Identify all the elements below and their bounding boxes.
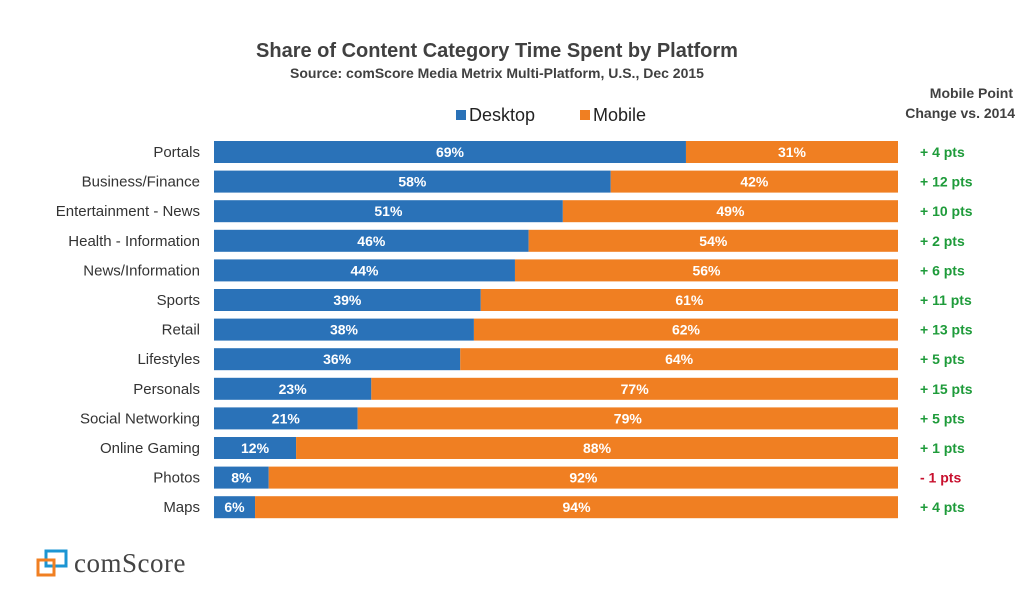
- bar-mobile: [255, 496, 899, 519]
- data-label-desktop: 69%: [436, 144, 465, 160]
- bar-desktop: [214, 200, 563, 223]
- change-label: + 12 pts: [920, 174, 973, 190]
- bar-desktop: [214, 141, 686, 163]
- change-label: + 4 pts: [920, 144, 965, 160]
- change-label: + 11 pts: [920, 292, 972, 308]
- data-label-desktop: 8%: [231, 470, 252, 486]
- data-label-mobile: 61%: [675, 292, 704, 308]
- category-label: Lifestyles: [137, 351, 200, 368]
- bar-desktop: [214, 348, 461, 371]
- data-label-mobile: 92%: [569, 470, 598, 486]
- data-label-desktop: 21%: [272, 410, 301, 426]
- data-label-desktop: 36%: [323, 351, 352, 367]
- bar-desktop: [214, 496, 256, 519]
- change-header-line2: Change vs. 2014: [905, 105, 1015, 121]
- logo-text: comScore: [74, 548, 186, 578]
- category-label: Photos: [153, 470, 200, 487]
- comscore-logo-icon: [36, 549, 68, 576]
- category-label: Maps: [163, 499, 200, 516]
- bar-desktop: [214, 466, 269, 489]
- category-label: News/Information: [83, 262, 200, 279]
- change-label: + 6 pts: [920, 262, 965, 278]
- data-label-mobile: 31%: [778, 144, 807, 160]
- bar-mobile: [460, 348, 898, 371]
- data-label-mobile: 42%: [740, 174, 769, 190]
- bar-mobile: [371, 377, 898, 400]
- legend-swatch-mobile: [580, 110, 590, 120]
- bar-desktop: [214, 289, 481, 311]
- change-label: + 15 pts: [920, 381, 973, 397]
- bar-desktop: [214, 318, 474, 341]
- data-label-desktop: 39%: [333, 292, 362, 308]
- category-label: Entertainment - News: [56, 203, 200, 220]
- change-label: + 5 pts: [920, 351, 965, 367]
- category-label: Retail: [162, 322, 200, 339]
- legend-swatch-desktop: [456, 110, 466, 120]
- data-label-mobile: 64%: [665, 351, 694, 367]
- category-label: Sports: [157, 292, 200, 309]
- change-label: - 1 pts: [920, 470, 961, 486]
- data-label-mobile: 49%: [716, 203, 745, 219]
- category-label: Portals: [153, 144, 200, 161]
- data-label-mobile: 77%: [621, 381, 650, 397]
- bar-mobile: [514, 259, 898, 282]
- bar-desktop: [214, 407, 358, 430]
- data-label-mobile: 54%: [699, 233, 728, 249]
- bar-mobile: [357, 407, 898, 430]
- category-label: Health - Information: [68, 233, 200, 250]
- category-label: Social Networking: [80, 410, 200, 427]
- bar-mobile: [296, 437, 899, 459]
- comscore-logo: comScore: [36, 548, 186, 579]
- chart-subtitle: Source: comScore Media Metrix Multi-Plat…: [290, 65, 704, 81]
- bar-desktop: [214, 229, 529, 252]
- bar-mobile: [480, 289, 898, 311]
- change-label: + 2 pts: [920, 233, 965, 249]
- change-label: + 5 pts: [920, 410, 965, 426]
- data-label-mobile: 94%: [563, 499, 592, 515]
- change-label: + 13 pts: [920, 322, 973, 338]
- data-label-desktop: 44%: [350, 262, 379, 278]
- data-label-mobile: 62%: [672, 322, 701, 338]
- data-label-desktop: 6%: [224, 499, 245, 515]
- data-label-desktop: 46%: [357, 233, 386, 249]
- data-label-mobile: 56%: [692, 262, 721, 278]
- change-label: + 1 pts: [920, 440, 965, 456]
- data-label-mobile: 88%: [583, 440, 612, 456]
- legend-label-desktop: Desktop: [469, 105, 535, 125]
- change-label: + 10 pts: [920, 203, 973, 219]
- bar-desktop: [214, 377, 372, 400]
- bar-mobile: [528, 229, 898, 252]
- data-label-desktop: 12%: [241, 440, 270, 456]
- bar-desktop: [214, 437, 297, 459]
- bar-mobile: [473, 318, 898, 341]
- data-label-mobile: 79%: [614, 410, 643, 426]
- bar-mobile: [610, 170, 898, 193]
- bar-desktop: [214, 259, 515, 282]
- category-label: Personals: [133, 381, 200, 398]
- data-label-desktop: 38%: [330, 322, 359, 338]
- category-label: Business/Finance: [82, 174, 200, 191]
- change-header-line1: Mobile Point: [930, 85, 1014, 101]
- bar-mobile: [562, 200, 898, 223]
- data-label-desktop: 58%: [398, 174, 427, 190]
- data-label-desktop: 51%: [374, 203, 403, 219]
- data-label-desktop: 23%: [279, 381, 308, 397]
- bar-mobile: [268, 466, 899, 489]
- legend-label-mobile: Mobile: [593, 105, 646, 125]
- change-label: + 4 pts: [920, 499, 965, 515]
- bar-mobile: [685, 141, 898, 163]
- chart-title: Share of Content Category Time Spent by …: [256, 40, 738, 62]
- category-label: Online Gaming: [100, 440, 200, 457]
- bar-desktop: [214, 170, 611, 193]
